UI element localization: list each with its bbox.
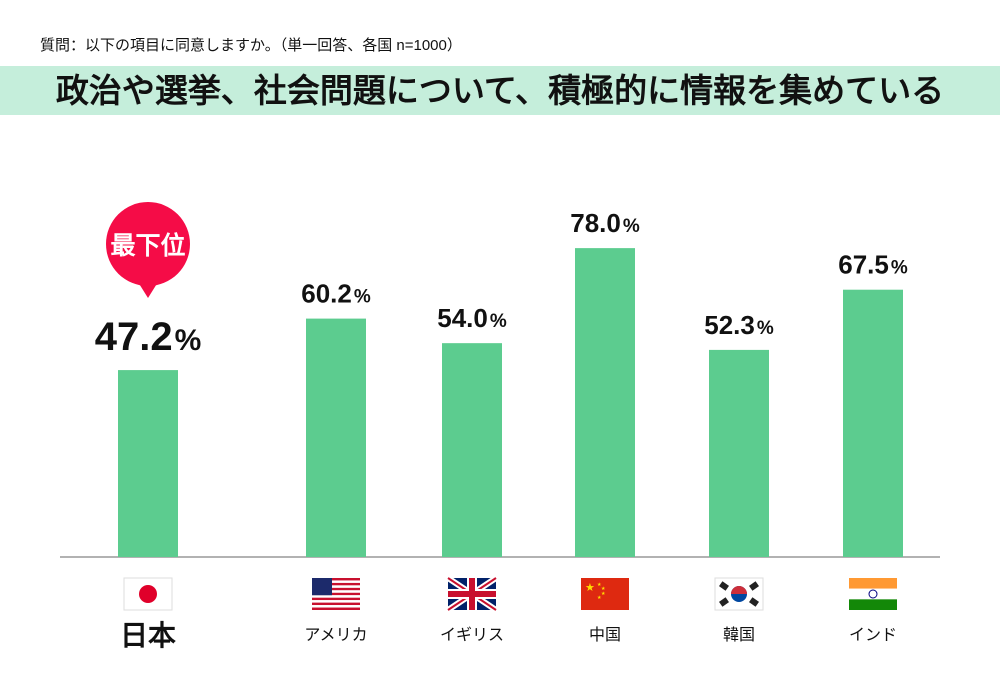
svg-text:最下位: 最下位 — [110, 231, 185, 260]
svg-text:★: ★ — [597, 595, 602, 601]
category-label: インド — [849, 627, 897, 644]
bar-japan — [118, 370, 178, 557]
korea-flag-icon — [714, 577, 764, 611]
title-band — [0, 66, 1000, 115]
value-label: 47.2% — [95, 315, 202, 359]
india-flag-icon — [849, 578, 897, 610]
uk-flag-icon — [446, 575, 498, 613]
bar-india — [843, 289, 903, 557]
rank-badge: 最下位 — [106, 202, 190, 298]
value-label: 52.3% — [704, 310, 774, 340]
category-label: 中国 — [589, 626, 621, 644]
chart-title: 政治や選挙、社会問題について、積極的に情報を集めている — [55, 72, 945, 109]
value-label: 67.5% — [838, 250, 908, 280]
bar-usa — [306, 318, 366, 557]
category-label: アメリカ — [304, 627, 367, 644]
usa-flag-icon — [312, 578, 360, 610]
value-label: 60.2% — [301, 279, 371, 309]
value-label: 54.0% — [437, 303, 507, 333]
svg-text:★: ★ — [597, 582, 602, 588]
bar-korea — [709, 349, 769, 557]
china-flag-icon: ★ ★★★★ — [581, 578, 629, 610]
category-label: イギリス — [440, 626, 504, 644]
category-label: 韓国 — [723, 626, 755, 644]
bar-china — [575, 248, 635, 557]
bar-uk — [442, 343, 502, 557]
value-label: 78.0% — [570, 208, 640, 238]
svg-text:★: ★ — [601, 591, 606, 597]
japan-flag-icon — [123, 577, 173, 611]
svg-text:★: ★ — [585, 582, 595, 594]
svg-text:★: ★ — [601, 586, 606, 592]
category-label: 日本 — [120, 620, 176, 651]
question-text: 質問：以下の項目に同意しますか。（単一回答、各国 n=1000） — [40, 37, 462, 54]
